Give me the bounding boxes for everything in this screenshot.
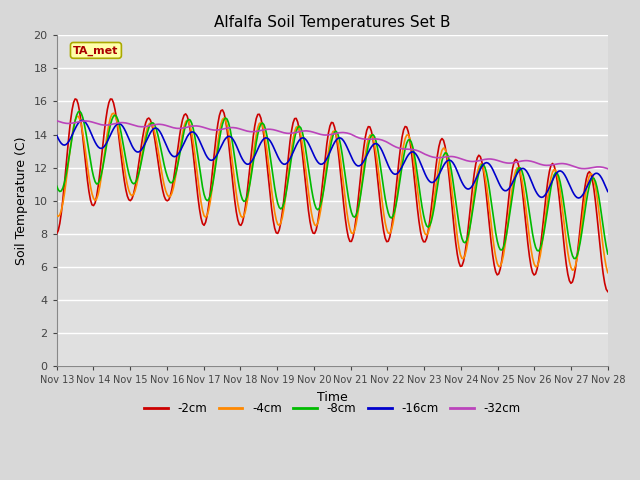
-16cm [53,132,61,138]
Title: Alfalfa Soil Temperatures Set B: Alfalfa Soil Temperatures Set B [214,15,451,30]
-8cm [572,256,579,262]
Line: -8cm: -8cm [57,111,608,259]
-2cm [604,288,612,294]
-16cm [576,195,584,201]
-16cm [296,137,303,143]
-4cm [109,110,117,116]
-2cm [122,187,130,192]
-8cm [53,183,61,189]
X-axis label: Time: Time [317,391,348,404]
-4cm [219,117,227,122]
-8cm [296,123,303,129]
-2cm [296,127,303,132]
-2cm [219,107,227,113]
-32cm [217,127,225,132]
-16cm [219,141,227,146]
-16cm [122,129,130,135]
-4cm [53,212,61,218]
-32cm [573,165,581,170]
-4cm [575,246,582,252]
Legend: -2cm, -4cm, -8cm, -16cm, -32cm: -2cm, -4cm, -8cm, -16cm, -32cm [140,397,525,420]
-32cm [120,120,128,126]
-2cm [575,240,582,246]
-8cm [604,251,612,257]
-4cm [237,213,244,219]
-16cm [79,118,86,123]
Line: -4cm: -4cm [57,113,608,273]
Line: -32cm: -32cm [57,121,608,169]
-8cm [237,192,244,198]
-4cm [246,178,254,183]
-8cm [122,156,130,162]
-4cm [122,174,130,180]
-8cm [246,180,254,185]
-16cm [246,160,254,166]
-8cm [76,108,84,114]
-32cm [53,118,61,124]
Y-axis label: Soil Temperature (C): Soil Temperature (C) [15,136,28,265]
-16cm [604,189,612,194]
-32cm [244,129,252,134]
-4cm [296,126,303,132]
-2cm [237,222,244,228]
-2cm [246,162,254,168]
-4cm [604,270,612,276]
Line: -2cm: -2cm [57,99,608,291]
-32cm [236,126,243,132]
-8cm [219,121,227,127]
-8cm [576,240,584,246]
Text: TA_met: TA_met [73,45,118,56]
-16cm [237,153,244,159]
-2cm [53,231,61,237]
-16cm [575,195,582,201]
-2cm [71,96,79,102]
Line: -16cm: -16cm [57,120,608,198]
-32cm [294,129,301,135]
-32cm [604,166,612,172]
